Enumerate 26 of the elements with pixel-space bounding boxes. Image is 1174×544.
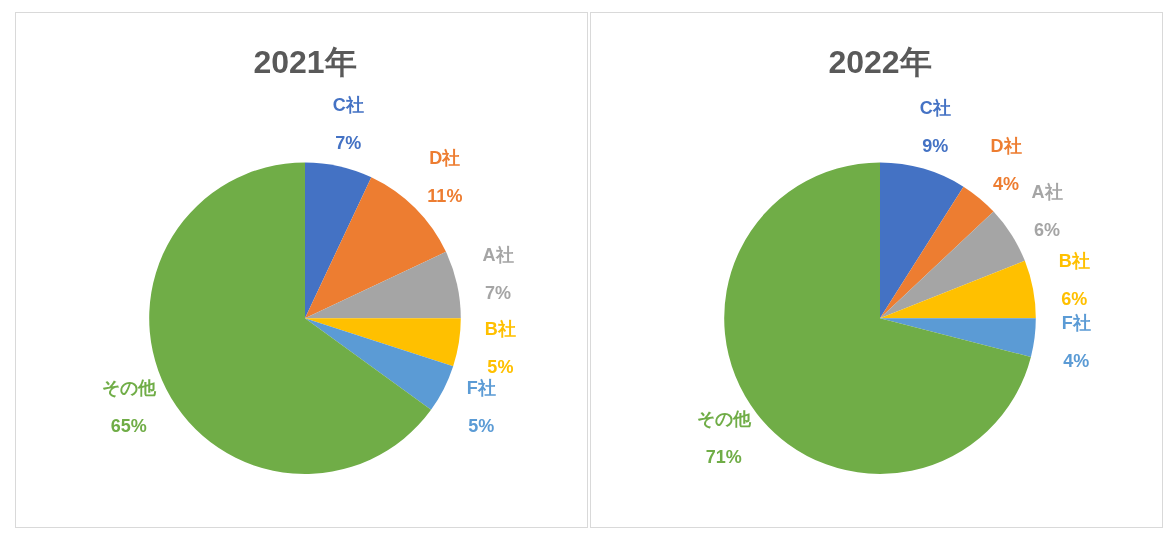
slice-label: B社 (484, 319, 516, 340)
slice-label: D社 (429, 148, 461, 169)
data-label: 7% (335, 133, 362, 154)
data-label: 6% (1061, 289, 1088, 310)
slice-label: C社 (332, 95, 364, 116)
data-label: 4% (1063, 350, 1090, 371)
slice-label: A社 (482, 245, 514, 266)
slice-label: C社 (919, 98, 951, 119)
slice-label: A社 (1031, 182, 1063, 203)
chart-title: 2022年 (828, 44, 932, 81)
data-label: 7% (485, 283, 512, 304)
slice-label: F社 (466, 377, 496, 398)
chart-title: 2021年 (253, 44, 357, 81)
data-label: 71% (705, 447, 742, 468)
slice-label: B社 (1058, 251, 1090, 272)
data-label: 4% (993, 173, 1020, 194)
slice-label: その他 (696, 409, 752, 430)
slice-label: その他 (101, 377, 157, 398)
data-label: 11% (427, 186, 463, 207)
data-label: 5% (487, 357, 514, 378)
slice-label: F社 (1061, 312, 1091, 333)
data-label: 6% (1034, 220, 1061, 241)
data-label: 65% (110, 415, 147, 436)
data-label: 9% (922, 136, 949, 157)
slice-label: D社 (990, 135, 1022, 156)
data-label: 5% (468, 415, 495, 436)
